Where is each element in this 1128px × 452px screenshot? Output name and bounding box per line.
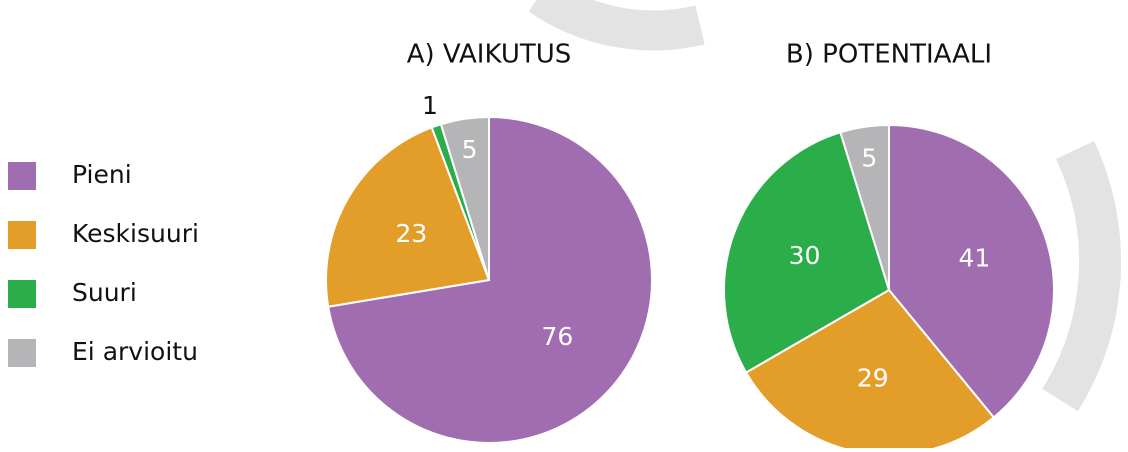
- legend-text: Suuri: [72, 278, 137, 307]
- decoration: [528, 0, 705, 51]
- data-label: 23: [395, 219, 427, 248]
- data-label: 1: [422, 91, 438, 120]
- pie-slice: [839, 123, 890, 291]
- legend-text: Ei arvioitu: [72, 337, 198, 366]
- legend-swatch: [8, 339, 36, 367]
- pie-slice: [723, 131, 891, 374]
- data-label: 29: [857, 363, 889, 392]
- pie-slice: [744, 288, 996, 452]
- data-label: 5: [861, 143, 877, 172]
- data-label: 76: [541, 322, 573, 351]
- pie-slice: [439, 115, 490, 281]
- chart-title: A) VAIKUTUS: [407, 40, 572, 70]
- data-label: 30: [789, 241, 821, 270]
- pie-slice: [888, 123, 1055, 419]
- data-label: 41: [959, 243, 991, 272]
- pie-slice: [327, 115, 653, 444]
- decoration: [1042, 141, 1122, 412]
- legend-swatch: [8, 162, 36, 190]
- legend-text: Keskisuuri: [72, 219, 199, 248]
- legend-swatch: [8, 280, 36, 308]
- data-label: 5: [462, 135, 478, 164]
- legend-swatch: [8, 221, 36, 249]
- chart-title: B) POTENTIAALI: [786, 40, 992, 70]
- legend-text: Pieni: [72, 160, 132, 189]
